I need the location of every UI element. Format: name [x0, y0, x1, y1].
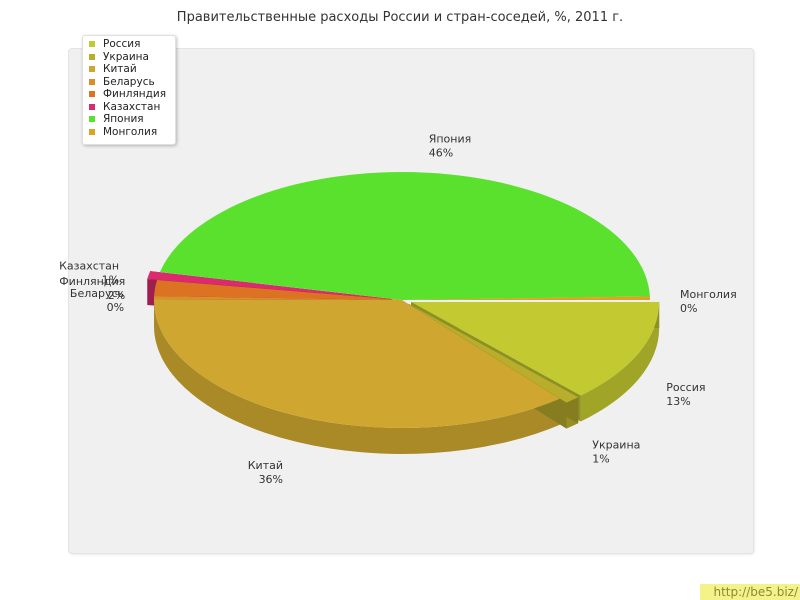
chart-title: Правительственные расходы России и стран…	[176, 10, 624, 25]
legend-item: Япония	[83, 113, 175, 126]
pie-slice	[154, 299, 560, 428]
pie-slice	[154, 295, 402, 300]
pie-slice	[147, 271, 393, 300]
pie-slice	[154, 279, 402, 300]
slice-value-label: 2%	[108, 289, 125, 302]
slice-value-label: 0%	[107, 301, 124, 314]
pie-slice	[408, 303, 579, 403]
legend-item: Финляндия	[83, 88, 175, 101]
slice-label: Казахстан	[59, 259, 119, 272]
watermark-text: http://be5.biz/	[700, 584, 800, 600]
slice-label: Монголия	[680, 288, 737, 301]
legend-swatch	[89, 128, 95, 135]
slice-label: Беларусь	[70, 287, 124, 300]
legend-label: Монголия	[103, 125, 158, 138]
slice-value-label: 0%	[680, 302, 697, 315]
legend-label: Казахстан	[103, 100, 161, 113]
slice-value-label: 1%	[102, 273, 119, 286]
slice-label: Япония	[429, 133, 472, 146]
legend-label: Япония	[103, 113, 144, 126]
pie-slice-side	[580, 302, 660, 422]
legend-label: Финляндия	[103, 88, 167, 101]
legend-swatch	[89, 41, 95, 48]
legend: Россия Украина Китай Беларусь Финляндия Казах…	[82, 35, 176, 145]
slice-label: Китай	[248, 459, 283, 472]
legend-item: Китай	[83, 63, 175, 76]
legend-label: Украина	[103, 50, 149, 63]
pie-slice	[159, 171, 650, 300]
slice-label: Украина	[592, 438, 640, 451]
slice-label: Финляндия	[59, 275, 125, 288]
legend-item: Украина	[83, 51, 175, 64]
legend-item: Монголия	[83, 126, 175, 139]
legend-swatch	[89, 91, 95, 98]
legend-item: Беларусь	[83, 76, 175, 89]
pie-slice	[402, 296, 650, 300]
slice-value-label: 13%	[666, 395, 690, 408]
legend-label: Китай	[103, 63, 137, 76]
legend-label: Россия	[103, 38, 141, 51]
legend-swatch	[89, 103, 95, 110]
legend-swatch	[89, 66, 95, 73]
slice-value-label: 46%	[429, 147, 453, 160]
slice-value-label: 36%	[259, 473, 283, 486]
legend-swatch	[89, 78, 95, 85]
slice-value-label: 1%	[592, 452, 609, 465]
legend-swatch	[89, 116, 95, 123]
legend-swatch	[89, 53, 95, 60]
legend-label: Беларусь	[103, 75, 155, 88]
legend-item: Казахстан	[83, 101, 175, 114]
pie-slice	[411, 302, 660, 396]
slice-label: Россия	[666, 381, 705, 394]
legend-item: Россия	[83, 38, 175, 51]
pie-slice-side	[154, 300, 560, 454]
